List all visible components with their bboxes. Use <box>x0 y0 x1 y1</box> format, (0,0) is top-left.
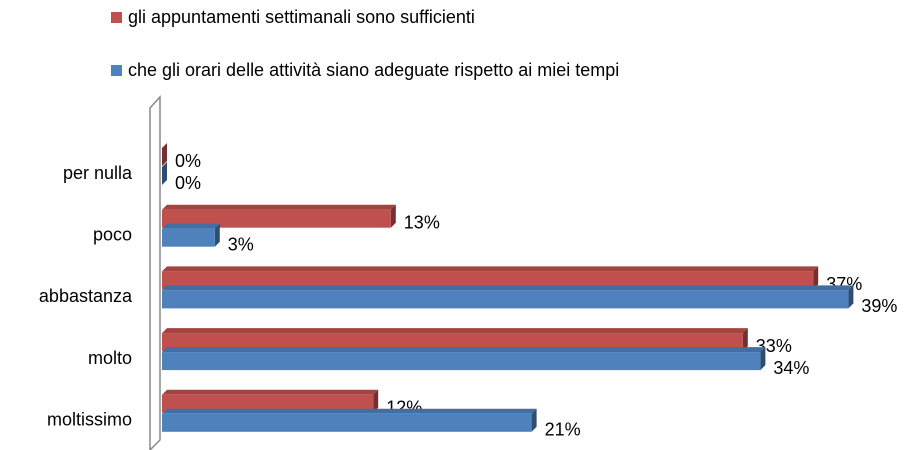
bar <box>162 333 743 352</box>
y-tick-label: molto <box>88 348 132 368</box>
y-tick-label: per nulla <box>63 163 133 183</box>
bar-top <box>162 408 537 414</box>
bar-side <box>390 204 396 228</box>
bar <box>162 228 215 247</box>
bar <box>162 271 814 290</box>
bar <box>162 394 374 413</box>
data-label: 0% <box>175 151 201 171</box>
bar <box>162 413 532 432</box>
bar-top <box>162 389 379 395</box>
data-label: 39% <box>861 296 897 316</box>
bar-side <box>848 285 854 309</box>
bar <box>162 290 849 309</box>
bar-top <box>162 204 396 210</box>
bar-side <box>162 143 167 166</box>
bar <box>162 352 761 371</box>
y-tick-label: abbastanza <box>39 286 133 306</box>
legend-label: gli appuntamenti settimanali sono suffic… <box>128 7 475 27</box>
bar-side <box>813 266 819 290</box>
data-label: 13% <box>404 212 440 232</box>
legend-swatch <box>111 12 122 23</box>
bar-side <box>760 347 766 371</box>
y-tick-label: moltissimo <box>47 410 132 430</box>
data-label: 3% <box>228 234 254 254</box>
data-label: 0% <box>175 173 201 193</box>
legend-label: che gli orari delle attività siano adegu… <box>128 60 619 80</box>
bar <box>162 209 391 228</box>
bar-top <box>162 285 854 291</box>
wall <box>149 95 161 450</box>
bar-top <box>162 223 220 229</box>
bar-side <box>373 389 379 413</box>
bar-side <box>214 223 220 247</box>
bar-side <box>742 328 748 352</box>
bar-top <box>162 347 766 353</box>
legend-swatch <box>111 65 122 76</box>
y-tick-label: poco <box>93 224 132 244</box>
bar-side <box>162 162 167 185</box>
bar-top <box>162 328 748 334</box>
data-label: 34% <box>773 358 809 378</box>
data-label: 21% <box>545 420 581 440</box>
bar-side <box>531 408 537 432</box>
bar-top <box>162 266 819 272</box>
